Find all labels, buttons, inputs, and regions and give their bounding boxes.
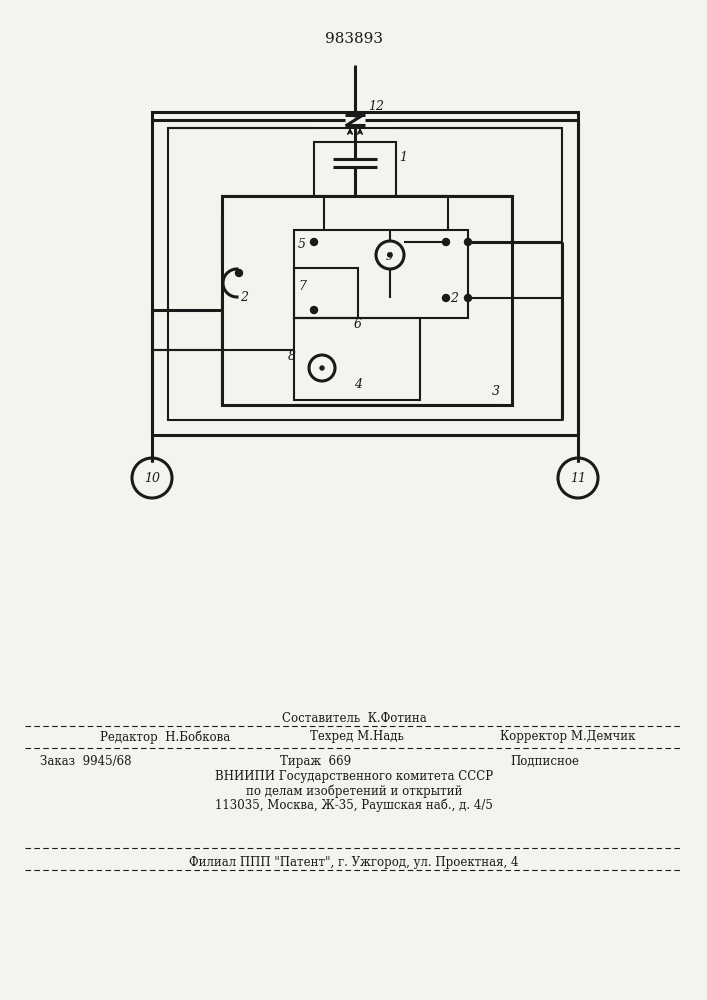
Text: 6: 6 [354,318,362,331]
Text: Составитель  К.Фотина: Составитель К.Фотина [281,712,426,725]
Circle shape [464,238,472,245]
Bar [222,196,512,405]
Circle shape [310,238,317,245]
Text: ВНИИПИ Государственного комитета СССР: ВНИИПИ Государственного комитета СССР [215,770,493,783]
Text: 8: 8 [288,350,296,363]
Text: 3: 3 [492,385,500,398]
Bar [294,268,358,318]
Text: 983893: 983893 [325,32,383,46]
Circle shape [235,269,243,276]
Text: Тираж  669: Тираж 669 [280,755,351,768]
Text: 7: 7 [298,280,306,293]
Circle shape [464,294,472,302]
Text: 9: 9 [386,252,393,262]
Text: 2: 2 [450,292,458,305]
Text: Редактор  Н.Бобкова: Редактор Н.Бобкова [100,730,230,744]
Text: 11: 11 [570,472,586,485]
Circle shape [320,366,324,370]
Text: 2: 2 [240,291,248,304]
Circle shape [310,306,317,314]
Bar [314,142,396,196]
Bar [152,112,578,435]
Bar [168,128,562,420]
Text: Заказ  9945/68: Заказ 9945/68 [40,755,132,768]
Bar [294,318,420,400]
Text: 4: 4 [354,378,362,391]
Text: 12: 12 [368,100,384,113]
Circle shape [443,294,450,302]
Circle shape [388,253,392,257]
Circle shape [443,238,450,245]
Text: Подписное: Подписное [510,755,579,768]
Text: Филиал ППП "Патент", г. Ужгород, ул. Проектная, 4: Филиал ППП "Патент", г. Ужгород, ул. Про… [189,856,519,869]
Text: Техред М.Надь: Техред М.Надь [310,730,404,743]
Text: 5: 5 [298,238,306,251]
Text: 1: 1 [399,151,407,164]
Bar [294,230,468,318]
Text: по делам изобретений и открытий: по делам изобретений и открытий [246,784,462,798]
Text: 113035, Москва, Ж-35, Раушская наб., д. 4/5: 113035, Москва, Ж-35, Раушская наб., д. … [215,798,493,812]
Text: 10: 10 [144,472,160,485]
Text: Корректор М.Демчик: Корректор М.Демчик [500,730,636,743]
